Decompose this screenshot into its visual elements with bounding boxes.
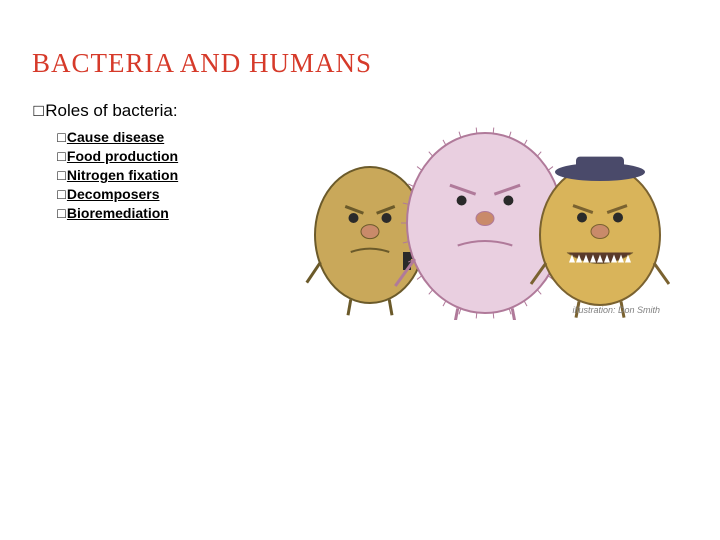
bacteria-illustration bbox=[300, 105, 670, 320]
bullet-marker: □ bbox=[32, 101, 45, 121]
bullet-marker: □ bbox=[56, 129, 67, 145]
sub-bullet-text: Food production bbox=[67, 148, 178, 164]
bullet-marker: □ bbox=[56, 148, 67, 164]
bullet-marker: □ bbox=[56, 167, 67, 183]
bullet-marker: □ bbox=[56, 186, 67, 202]
sub-bullet-text: Decomposers bbox=[67, 186, 160, 202]
bullet-marker: □ bbox=[56, 205, 67, 221]
slide: BACTERIA AND HUMANS □Roles of bacteria: … bbox=[0, 0, 720, 540]
sub-bullet-text: Nitrogen fixation bbox=[67, 167, 178, 183]
slide-title: BACTERIA AND HUMANS bbox=[32, 48, 688, 79]
sub-bullet-text: Cause disease bbox=[67, 129, 164, 145]
sub-bullet-text: Bioremediation bbox=[67, 205, 169, 221]
main-bullet-text: Roles of bacteria: bbox=[45, 101, 177, 120]
illustration-credit: illustration: Don Smith bbox=[572, 305, 660, 315]
